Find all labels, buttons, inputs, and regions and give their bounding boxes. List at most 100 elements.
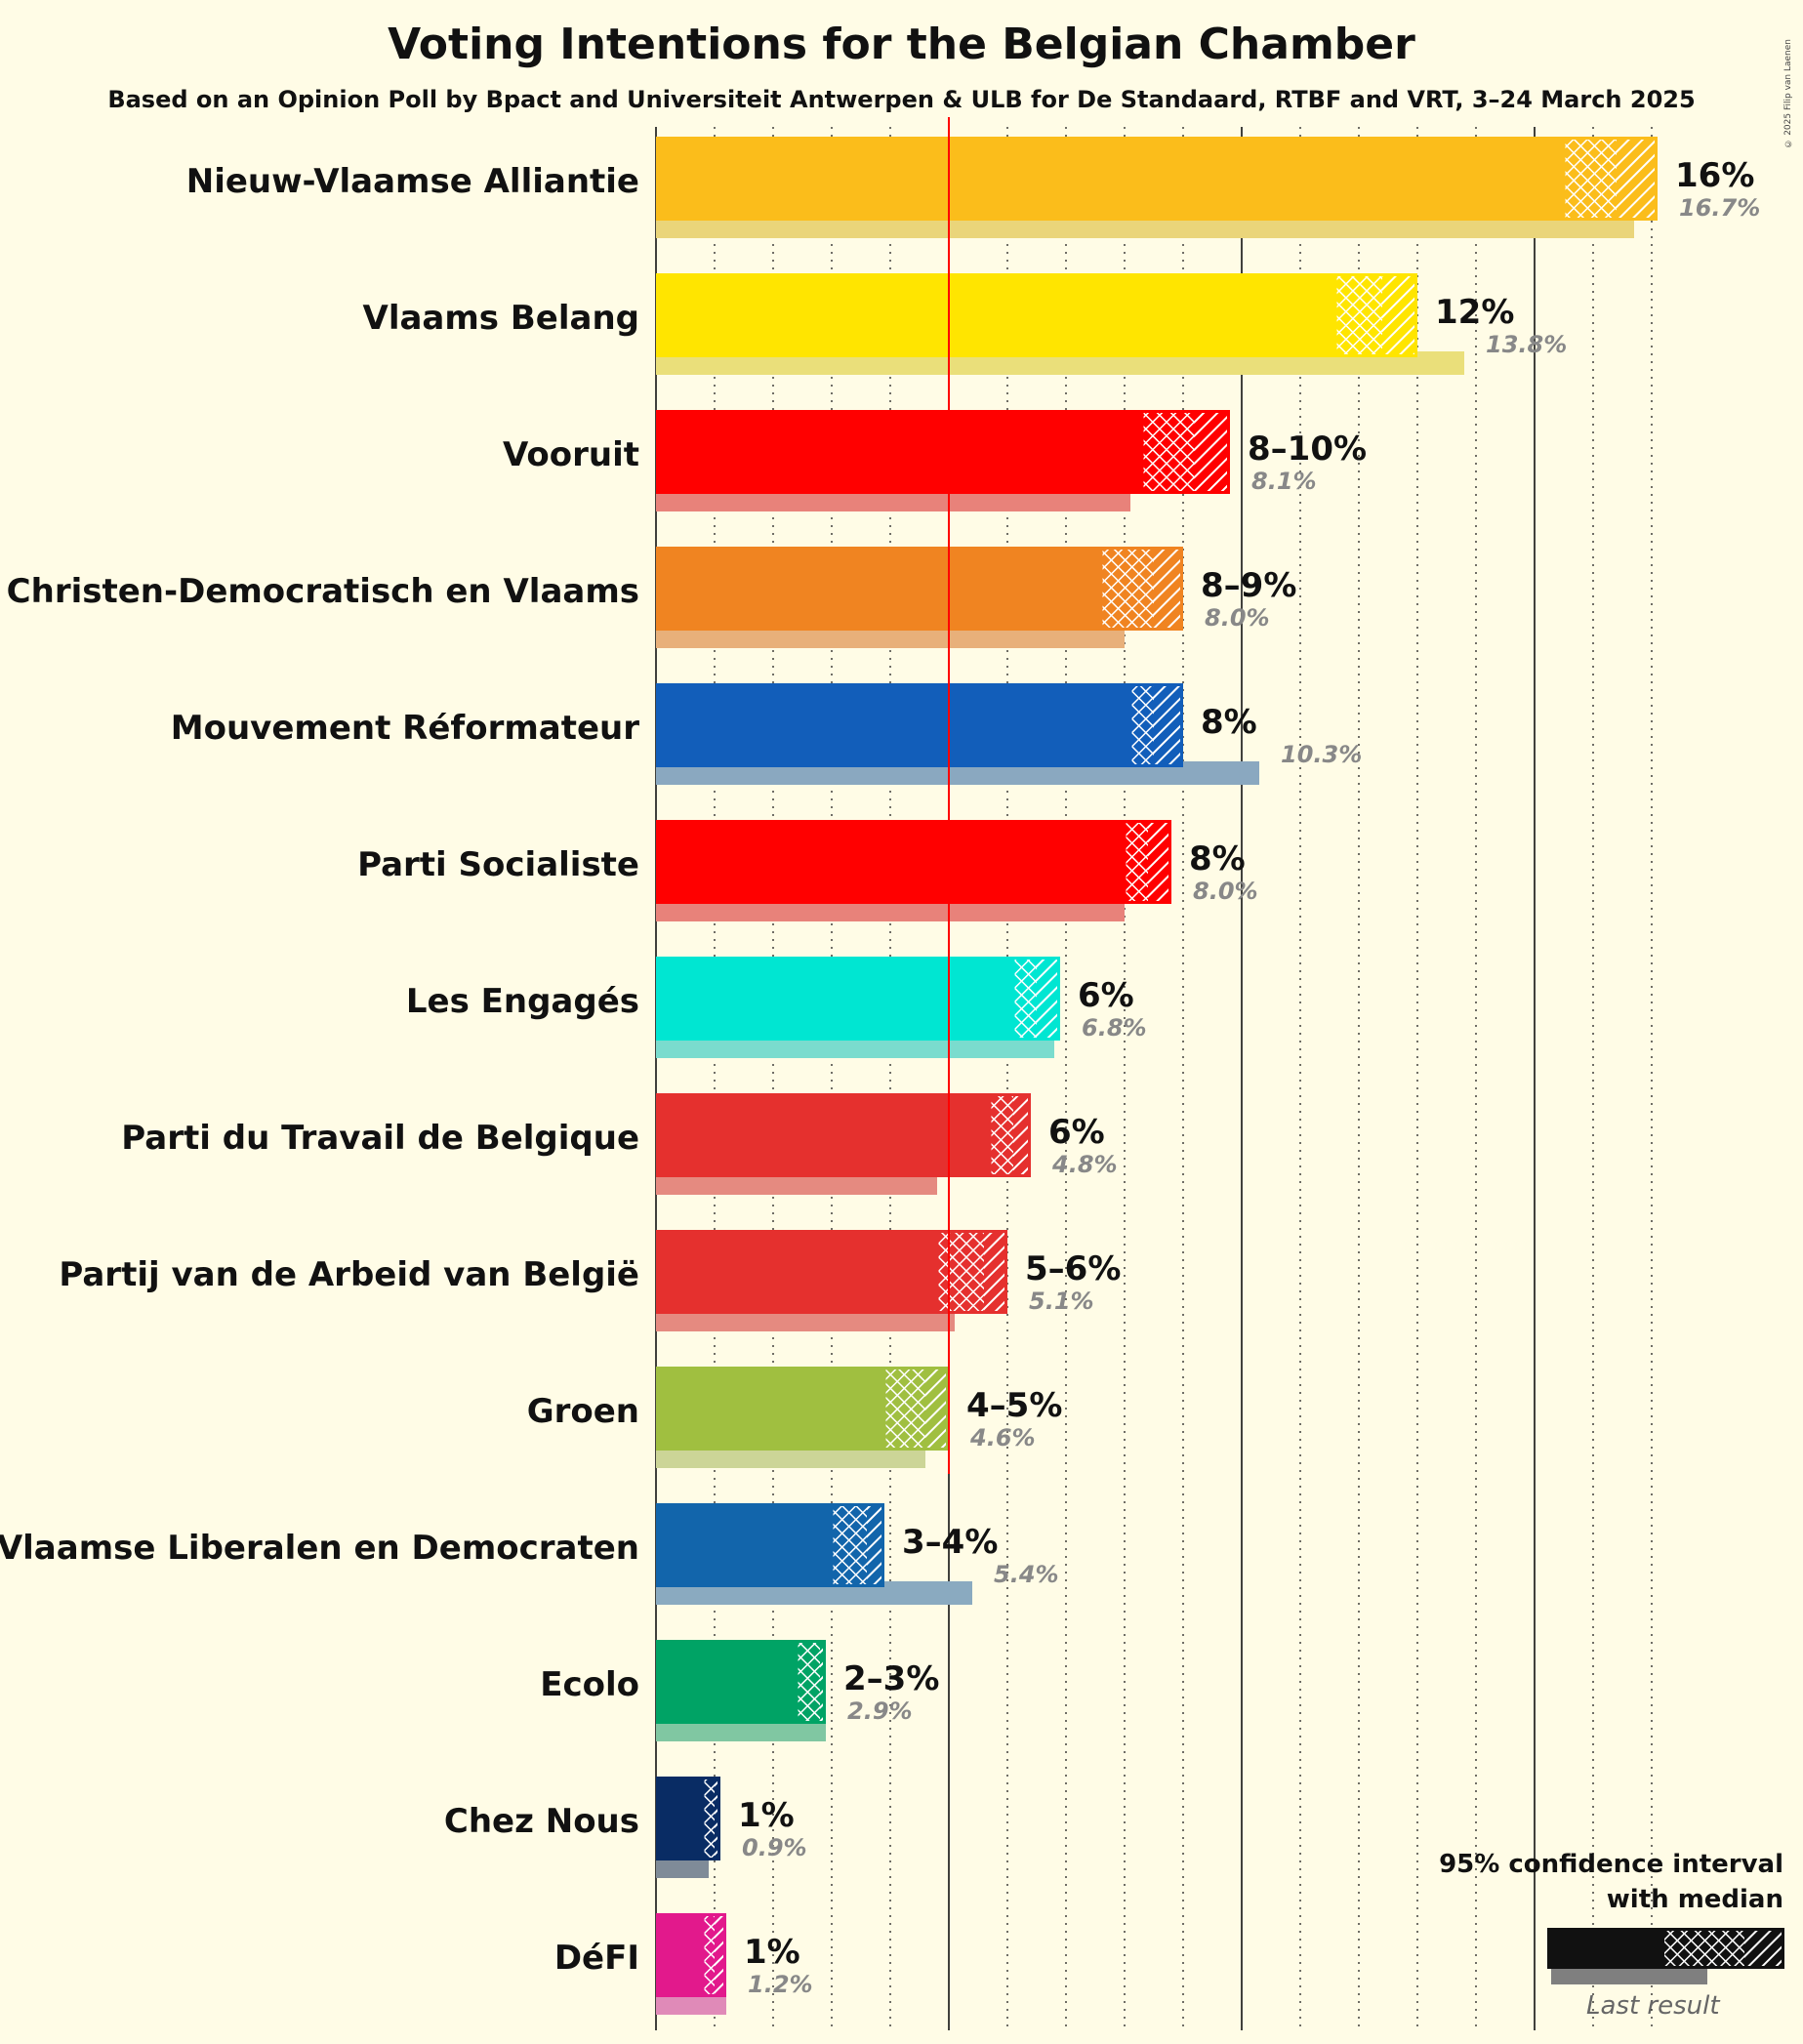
ci-lower-bar: [656, 137, 1564, 221]
ci-lower-bar: [656, 547, 1101, 631]
ci-lower-bar: [656, 410, 1142, 494]
ci-median-pattern: [1142, 410, 1195, 494]
value-label: 8%: [1189, 839, 1246, 879]
legend-last-result: Last result: [1586, 1991, 1720, 2021]
party-row: Chez Nous 1%0.9%: [444, 1777, 807, 1878]
last-result-label: 4.8%: [1051, 1151, 1118, 1178]
ci-lower-bar: [656, 1367, 884, 1451]
ci-median-pattern: [1564, 137, 1617, 221]
ci-median-pattern: [1101, 547, 1154, 631]
ci-median-pattern: [703, 1913, 715, 1997]
party-row: Vlaams Belang 12%13.8%: [363, 273, 1568, 375]
last-result-label: 5.4%: [994, 1561, 1059, 1588]
party-name: Chez Nous: [444, 1802, 639, 1841]
ci-lower-bar: [656, 1093, 990, 1177]
value-label: 1%: [738, 1796, 795, 1835]
legend-upper-pattern: [1744, 1928, 1784, 1969]
ci-median-pattern: [1130, 683, 1154, 767]
bars-group: Nieuw-Vlaamse Alliantie 16%16.7% Vlaams Be…: [0, 137, 1760, 2015]
ci-median-pattern: [797, 1640, 820, 1724]
value-label: 4–5%: [966, 1386, 1062, 1425]
ci-upper-pattern: [925, 1367, 949, 1451]
party-name: Partij van de Arbeid van België: [59, 1255, 639, 1294]
ci-lower-bar: [656, 1777, 703, 1860]
last-result-label: 1.2%: [748, 1971, 813, 1998]
party-name: Parti du Travail de Belgique: [121, 1119, 639, 1158]
party-row: Christen-Democratisch en Vlaams 8–9%8.0%: [7, 547, 1297, 648]
party-name: Vooruit: [503, 435, 639, 474]
ci-median-pattern: [990, 1093, 1013, 1177]
ci-upper-pattern: [1154, 547, 1183, 631]
party-row: Partij van de Arbeid van België 5–6%5.1%: [59, 1230, 1121, 1331]
legend-swatch: [1547, 1928, 1784, 1984]
party-name: Ecolo: [540, 1665, 639, 1704]
ci-upper-pattern: [1382, 273, 1417, 357]
party-row: Open Vlaamse Liberalen en Democraten 3–4%…: [0, 1503, 1059, 1605]
party-name: DéFI: [554, 1939, 639, 1978]
legend-title: 95% confidence interval: [1439, 1850, 1783, 1879]
ci-upper-pattern: [1037, 957, 1060, 1041]
last-result-label: 6.8%: [1082, 1014, 1147, 1042]
last-result-label: 8.0%: [1205, 604, 1270, 632]
party-name: Christen-Democratisch en Vlaams: [7, 572, 639, 611]
value-label: 8%: [1201, 703, 1257, 742]
value-label: 8–10%: [1248, 429, 1367, 469]
party-name: Open Vlaamse Liberalen en Democraten: [0, 1529, 639, 1568]
value-label: 12%: [1435, 293, 1514, 332]
value-label: 6%: [1048, 1113, 1105, 1152]
ci-median-pattern: [884, 1367, 925, 1451]
party-name: Vlaams Belang: [363, 299, 639, 338]
ci-upper-pattern: [1617, 137, 1658, 221]
value-label: 2–3%: [843, 1659, 939, 1698]
ci-lower-bar: [656, 1230, 937, 1314]
ci-upper-pattern: [1154, 683, 1183, 767]
legend-median-pattern: [1664, 1928, 1744, 1969]
ci-upper-pattern: [1148, 820, 1171, 904]
ci-lower-bar: [656, 957, 1013, 1041]
party-row: Groen 4–5%4.6%: [527, 1367, 1063, 1468]
party-name: Mouvement Réformateur: [171, 709, 639, 748]
last-result-label: 4.6%: [969, 1424, 1036, 1451]
party-row: Ecolo 2–3%2.9%: [540, 1640, 939, 1741]
last-result-label: 2.9%: [847, 1697, 913, 1725]
last-result-label: 16.7%: [1679, 194, 1760, 222]
last-result-label: 10.3%: [1281, 741, 1362, 768]
last-result-label: 13.8%: [1486, 331, 1567, 358]
ci-lower-bar: [656, 1503, 832, 1587]
ci-lower-bar: [656, 1640, 797, 1724]
last-result-label: 8.1%: [1251, 468, 1317, 495]
value-label: 3–4%: [902, 1523, 998, 1562]
value-label: 5–6%: [1025, 1249, 1121, 1288]
ci-upper-pattern: [984, 1230, 1007, 1314]
party-name: Parti Socialiste: [357, 845, 639, 884]
party-row: Nieuw-Vlaamse Alliantie 16%16.7%: [186, 137, 1761, 238]
ci-median-pattern: [937, 1230, 984, 1314]
legend-subtitle: with median: [1607, 1885, 1783, 1914]
party-row: Parti Socialiste 8%8.0%: [357, 820, 1257, 921]
ci-lower-bar: [656, 273, 1335, 357]
party-row: Les Engagés 6%6.8%: [406, 957, 1147, 1058]
last-result-label: 8.0%: [1193, 878, 1258, 905]
ci-median-pattern: [703, 1777, 715, 1860]
party-row: DéFI 1%1.2%: [554, 1913, 813, 2015]
party-name: Nieuw-Vlaamse Alliantie: [186, 162, 639, 201]
ci-upper-pattern: [1195, 410, 1230, 494]
value-label: 1%: [744, 1933, 800, 1972]
party-row: Vooruit 8–10%8.1%: [503, 410, 1367, 511]
ci-median-pattern: [1013, 957, 1037, 1041]
party-name: Les Engagés: [406, 982, 639, 1021]
ci-lower-bar: [656, 1913, 703, 1997]
value-label: 8–9%: [1201, 566, 1296, 605]
party-name: Groen: [527, 1392, 639, 1431]
ci-lower-bar: [656, 820, 1125, 904]
legend-solid: [1547, 1928, 1664, 1969]
ci-lower-bar: [656, 683, 1130, 767]
last-result-label: 0.9%: [742, 1834, 807, 1861]
value-label: 16%: [1675, 156, 1754, 195]
ci-median-pattern: [1335, 273, 1382, 357]
value-label: 6%: [1078, 976, 1134, 1015]
ci-median-pattern: [832, 1503, 867, 1587]
last-result-label: 5.1%: [1029, 1288, 1094, 1315]
party-row: Parti du Travail de Belgique 6%4.8%: [121, 1093, 1117, 1195]
